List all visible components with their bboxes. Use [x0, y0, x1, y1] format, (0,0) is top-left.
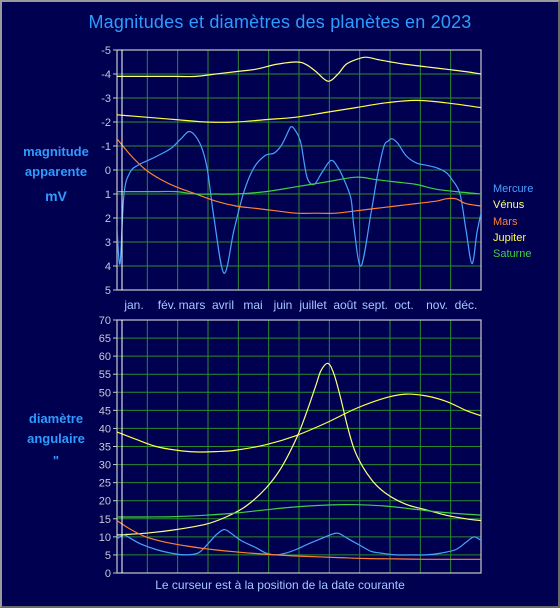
diameter-series-venus — [117, 362, 481, 536]
month-label-fev: fév. — [158, 298, 176, 312]
magnitude-ytick-label: 1 — [105, 189, 111, 201]
diameter-ytick-label: 10 — [99, 532, 111, 544]
diameter-series-mercure — [117, 528, 481, 556]
diameter-ytick-label: 5 — [105, 550, 111, 562]
bottom-axis-label: diamètre angulaire " — [6, 409, 106, 471]
magnitude-ytick-label: -1 — [101, 141, 111, 153]
diameter-ytick-label: 25 — [99, 478, 111, 490]
diameter-ytick-label: 0 — [105, 568, 111, 580]
diameter-ytick-label: 60 — [99, 351, 111, 363]
legend-saturne: Saturne — [493, 248, 532, 260]
diameter-ytick-label: 70 — [99, 315, 111, 327]
legend-mars: Mars — [493, 216, 518, 228]
diameter-series-jupiter — [117, 393, 481, 453]
magnitude-ytick-label: 5 — [105, 285, 111, 297]
magnitude-series-venus — [117, 56, 481, 82]
diameter-ytick-label: 50 — [99, 387, 111, 399]
top-axis-label-unit: mV — [45, 188, 67, 204]
month-label-mars: mars — [179, 298, 206, 312]
magnitude-plot-frame — [116, 49, 482, 291]
diameter-ytick-label: 45 — [99, 405, 111, 417]
diameter-plot-frame — [116, 319, 482, 574]
magnitude-ytick-label: -3 — [101, 93, 111, 105]
month-label-oct: oct. — [394, 298, 413, 312]
legend-mercure: Mercure — [493, 183, 533, 195]
bottom-axis-label-unit: " — [52, 453, 60, 468]
month-label-juin: juin — [273, 298, 293, 312]
diameter-ytick-label: 55 — [99, 369, 111, 381]
month-label-avril: avril — [212, 298, 234, 312]
magnitude-series-mars — [117, 138, 481, 214]
top-axis-label-line1: magnitude — [23, 144, 89, 159]
month-label-sept: sept. — [362, 298, 388, 312]
magnitude-series-jupiter — [117, 99, 481, 123]
month-label-juillet: juillet — [298, 298, 327, 312]
diameter-series-mars — [117, 520, 481, 560]
month-label-nov: nov. — [426, 298, 448, 312]
diameter-ytick-label: 30 — [99, 460, 111, 472]
month-label-dec: déc. — [455, 298, 478, 312]
diameter-ytick-label: 35 — [99, 442, 111, 454]
magnitude-ytick-label: -2 — [101, 117, 111, 129]
magnitude-ytick-label: 0 — [105, 165, 111, 177]
diameter-ytick-label: 65 — [99, 333, 111, 345]
bottom-axis-label-line2: angulaire — [27, 431, 85, 446]
diameter-ytick-label: 15 — [99, 514, 111, 526]
magnitude-panel: -5 -4 -3 -2 -1 0 1 2 3 4 5 — [101, 45, 482, 297]
magnitude-ytick-label: -4 — [101, 69, 111, 81]
magnitude-ytick-label: 4 — [105, 261, 111, 273]
bottom-axis-label-line1: diamètre — [28, 411, 84, 426]
month-label-mai: mai — [243, 298, 262, 312]
top-axis-label: magnitude apparente mV — [6, 142, 106, 206]
diameter-series-saturne — [117, 504, 481, 518]
magnitude-series-saturne — [117, 176, 481, 195]
magnitude-series-mercure — [117, 126, 481, 274]
magnitude-ytick-label: 3 — [105, 237, 111, 249]
diameter-ytick-label: 40 — [99, 423, 111, 435]
legend-jupiter: Jupiter — [493, 232, 526, 244]
magnitude-ytick-label: -5 — [101, 45, 111, 57]
chart-title: Magnitudes et diamètres des planètes en … — [88, 12, 472, 32]
magnitude-ytick-label: 2 — [105, 213, 111, 225]
month-label-jan: jan. — [123, 298, 143, 312]
legend-venus: Vénus — [493, 199, 525, 211]
diameter-ytick-label: 20 — [99, 496, 111, 508]
top-axis-label-line2: apparente — [24, 164, 88, 179]
month-label-aout: août — [333, 298, 357, 312]
diameter-panel: 0 5 10 15 20 25 30 35 40 45 50 55 60 65 70 — [99, 315, 482, 580]
footer-note: Le curseur est à la position de la date … — [155, 578, 405, 592]
